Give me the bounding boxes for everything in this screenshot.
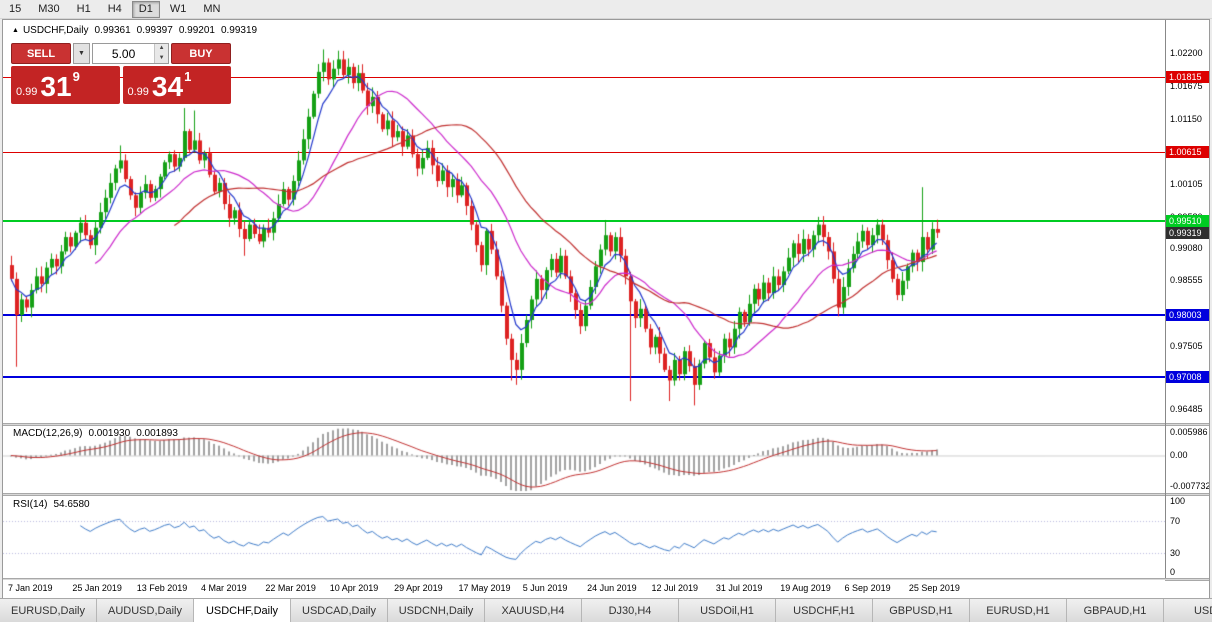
- timeframe-button-m30[interactable]: M30: [38, 2, 60, 15]
- date-axis-label: 25 Sep 2019: [908, 583, 960, 593]
- one-click-trading-panel: SELL ▼ ▲ ▼ BUY 0.99 31 9 0.9: [11, 43, 231, 104]
- chart-tab-eurusd-daily[interactable]: EURUSD,Daily: [0, 599, 97, 622]
- chart-tab-xauusd-h4[interactable]: XAUUSD,H4: [485, 599, 582, 622]
- macd-main-value: 0.001930: [88, 428, 131, 439]
- timeframe-button-mn[interactable]: MN: [203, 2, 221, 15]
- price-axis-separator: [1165, 20, 1166, 578]
- date-axis-label: 17 May 2019: [458, 583, 511, 593]
- rsi-axis-label: 100: [1170, 496, 1186, 506]
- rsi-axis-label: 70: [1170, 516, 1181, 527]
- chart-tab-usdoil-h1[interactable]: USDOil,H1: [679, 599, 776, 622]
- buy-price-prefix: 0.99: [127, 86, 149, 98]
- chart-tab-bar: EURUSD,Daily AUDUSD,Daily USDCHF,Daily USDC…: [0, 598, 1212, 622]
- chart-tab-audusd-daily[interactable]: AUDUSD,Daily: [97, 599, 194, 622]
- price-axis-tick: 1.01675: [1170, 80, 1203, 91]
- sell-price-display[interactable]: 0.99 31 9: [11, 66, 120, 104]
- date-axis-label: 25 Jan 2019: [72, 583, 122, 593]
- rsi-axis-label: 0: [1170, 567, 1176, 577]
- buy-price-display[interactable]: 0.99 34 1: [122, 66, 231, 104]
- timeframe-button-h1[interactable]: H1: [76, 2, 91, 15]
- date-axis-label: 6 Sep 2019: [844, 583, 891, 593]
- macd-axis-label: -0.007732: [1170, 481, 1210, 491]
- volume-field: ▲ ▼: [92, 43, 169, 64]
- date-axis-label: 5 Jun 2019: [522, 583, 568, 593]
- chart-tab-gbpusd-h1[interactable]: GBPUSD,H1: [873, 599, 970, 622]
- timeframe-button-h4[interactable]: H4: [107, 2, 122, 15]
- ohlc-low: 0.99201: [178, 25, 215, 36]
- timeframe-button-15[interactable]: 15: [9, 2, 22, 15]
- date-axis-label: 29 Apr 2019: [394, 583, 443, 593]
- price-level-badge-0.99510: 0.99510: [1166, 214, 1209, 227]
- price-axis-tick: 0.97505: [1170, 340, 1203, 351]
- date-axis-label: 12 Jul 2019: [651, 583, 699, 593]
- volume-input[interactable]: [93, 44, 155, 63]
- price-axis-tick: 1.01150: [1170, 113, 1202, 124]
- price-level-badge-1.00615: 1.00615: [1166, 145, 1209, 158]
- price-level-badge-0.97008: 0.97008: [1166, 370, 1209, 383]
- macd-indicator-canvas[interactable]: [3, 426, 1165, 493]
- rsi-value: 54.6580: [53, 499, 90, 510]
- date-axis-label: 7 Jan 2019: [8, 583, 53, 593]
- chart-tab-usdcad-daily[interactable]: USDCAD,Daily: [291, 599, 388, 622]
- date-axis-label: 19 Aug 2019: [780, 583, 831, 593]
- date-axis-label: 10 Apr 2019: [329, 583, 379, 593]
- rsi-indicator-canvas[interactable]: [3, 496, 1165, 578]
- date-axis-label: 22 Mar 2019: [265, 583, 316, 593]
- volume-dropdown-button[interactable]: ▼: [73, 43, 90, 64]
- price-axis-tick: 1.00105: [1170, 178, 1203, 189]
- buy-price-big: 34: [151, 71, 184, 102]
- rsi-pane-splitter[interactable]: [3, 493, 1209, 496]
- macd-pane-splitter[interactable]: [3, 423, 1209, 426]
- rsi-name: RSI(14): [13, 499, 48, 510]
- chart-tab-usdjp[interactable]: USDJP: [1164, 599, 1212, 622]
- price-axis-tick: 0.99080: [1170, 242, 1203, 253]
- macd-axis-label: 0.00: [1170, 450, 1188, 461]
- timeframe-button-w1[interactable]: W1: [169, 2, 187, 15]
- sell-price-prefix: 0.99: [16, 86, 38, 98]
- collapse-icon[interactable]: ▲: [12, 27, 19, 34]
- price-level-badge-0.98003: 0.98003: [1166, 308, 1209, 321]
- price-axis-tick: 0.98555: [1170, 275, 1203, 286]
- chart-tab-usdchf-daily[interactable]: USDCHF,Daily: [194, 599, 291, 622]
- chart-tab-eurusd-h1[interactable]: EURUSD,H1: [970, 599, 1067, 622]
- chart-tab-usdcnh-daily[interactable]: USDCNH,Daily: [388, 599, 485, 622]
- price-axis-tick: 1.02200: [1170, 48, 1203, 59]
- timeframe-toolbar: 15 M30 H1 H4 D1 W1 MN: [0, 0, 1212, 19]
- ohlc-open: 0.99361: [94, 25, 131, 36]
- time-axis[interactable]: 7 Jan 2019 25 Jan 2019 13 Feb 2019 4 Mar 20…: [3, 580, 1165, 597]
- macd-axis-label: 0.005986: [1170, 427, 1208, 437]
- sell-price-sup: 9: [72, 69, 80, 84]
- date-axis-label: 24 Jun 2019: [587, 583, 637, 593]
- volume-decrease-button[interactable]: ▼: [155, 53, 168, 63]
- macd-signal-value: 0.001893: [136, 428, 178, 439]
- sell-price-big: 31: [40, 71, 72, 102]
- sell-button[interactable]: SELL: [11, 43, 71, 64]
- chart-tab-gbpaud-h1[interactable]: GBPAUD,H1: [1067, 599, 1164, 622]
- date-axis-label: 4 Mar 2019: [201, 583, 247, 593]
- volume-increase-button[interactable]: ▲: [155, 44, 168, 54]
- rsi-axis-label: 30: [1170, 547, 1181, 558]
- buy-button[interactable]: BUY: [171, 43, 231, 64]
- price-axis-tick: 0.96485: [1170, 404, 1203, 415]
- macd-indicator-label: MACD(12,26,9) 0.001930 0.001893: [13, 428, 178, 439]
- buy-price-sup: 1: [184, 69, 192, 84]
- date-axis-label: 31 Jul 2019: [715, 583, 763, 593]
- rsi-indicator-label: RSI(14) 54.6580: [13, 499, 90, 510]
- chart-tab-dj30-h4[interactable]: DJ30,H4: [582, 599, 679, 622]
- macd-name: MACD(12,26,9): [13, 428, 83, 439]
- current-price-badge: 0.99319: [1166, 226, 1209, 239]
- chart-window-usdchf-daily: ▲ USDCHF,Daily 0.99361 0.99397 0.99201 0…: [2, 19, 1210, 599]
- price-axis[interactable]: 1.022001.016751.011501.006301.001050.995…: [1165, 20, 1209, 578]
- ohlc-close: 0.99319: [220, 25, 258, 36]
- timeframe-button-d1[interactable]: D1: [131, 0, 160, 18]
- ohlc-high: 0.99397: [136, 25, 173, 36]
- price-level-badge-1.01815: 1.01815: [1166, 71, 1209, 84]
- date-axis-label: 13 Feb 2019: [136, 583, 188, 593]
- chart-symbol-label: USDCHF,Daily: [22, 25, 89, 36]
- chart-tab-usdchf-h1[interactable]: USDCHF,H1: [776, 599, 873, 622]
- chart-header: ▲ USDCHF,Daily 0.99361 0.99397 0.99201 0…: [12, 25, 257, 36]
- volume-spinner: ▲ ▼: [154, 44, 168, 63]
